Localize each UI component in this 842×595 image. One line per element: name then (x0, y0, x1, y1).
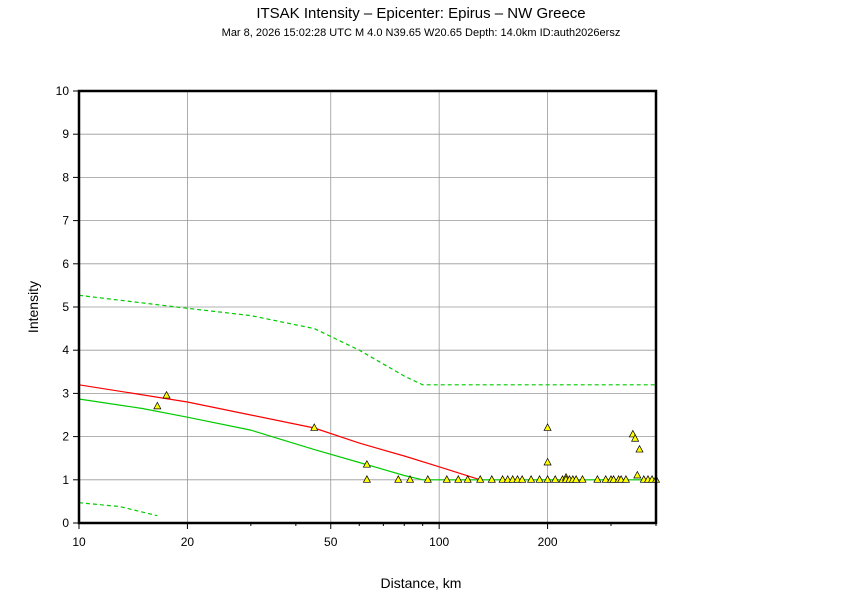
y-tick-label: 6 (62, 257, 69, 271)
intensity-marker (593, 475, 602, 483)
y-axis-label: Intensity (25, 281, 41, 333)
intensity-marker (635, 444, 644, 453)
intensity-marker (578, 475, 587, 483)
chart-subtitle: Mar 8, 2026 15:02:28 UTC M 4.0 N39.65 W2… (222, 27, 621, 39)
series-layer (78, 294, 656, 517)
solid-green-line (78, 398, 656, 481)
intensity-marker (423, 475, 432, 483)
y-tick-label: 1 (62, 473, 69, 487)
intensity-marker (551, 475, 560, 483)
intensity-marker (535, 475, 544, 483)
y-tick-label: 8 (62, 170, 69, 184)
tick-layer: 0 1 2 3 4 5 6 7 8 9 10 10 20 50 100 200 (56, 84, 657, 549)
intensity-marker (162, 390, 171, 399)
intensity-marker (508, 475, 517, 483)
intensity-marker (362, 459, 371, 468)
intensity-marker (527, 475, 536, 483)
intensity-marker (394, 475, 403, 483)
intensity-marker (617, 475, 626, 483)
y-tick-label: 10 (56, 84, 70, 98)
y-tick-label: 9 (62, 127, 69, 141)
intensity-marker (633, 470, 642, 479)
intensity-marker (572, 475, 581, 483)
intensity-marker (442, 475, 451, 483)
y-tick-label: 2 (62, 430, 69, 444)
x-tick-label: 200 (538, 535, 558, 549)
intensity-marker (362, 475, 371, 483)
marker-layer (153, 390, 661, 483)
x-tick-label: 50 (324, 535, 338, 549)
intensity-marker (153, 401, 162, 410)
intensity-marker (405, 475, 415, 483)
intensity-marker (609, 475, 618, 483)
intensity-marker (518, 475, 527, 483)
intensity-marker (543, 457, 552, 466)
intensity-marker (601, 475, 610, 483)
intensity-marker (487, 475, 496, 483)
intensity-marker (543, 423, 552, 431)
intensity-marker (631, 434, 640, 442)
intensity-marker (498, 475, 507, 483)
chart-title: ITSAK Intensity – Epicenter: Epirus – NW… (256, 5, 585, 22)
x-tick-label: 10 (72, 535, 86, 549)
y-tick-label: 3 (62, 386, 69, 400)
intensity-marker (454, 475, 463, 483)
dashed-green-upper-line (78, 294, 656, 386)
intensity-marker (503, 475, 512, 483)
y-tick-label: 0 (62, 516, 69, 530)
y-tick-label: 7 (62, 214, 69, 228)
x-tick-label: 20 (181, 535, 195, 549)
y-tick-label: 4 (62, 343, 69, 357)
intensity-marker (476, 475, 485, 483)
y-tick-label: 5 (62, 300, 69, 314)
intensity-marker (543, 475, 552, 483)
x-tick-label: 100 (429, 535, 449, 549)
solid-red-line (78, 384, 481, 481)
dashed-green-lower-line (78, 502, 158, 517)
grid-lines (78, 90, 656, 524)
intensity-marker (621, 475, 630, 483)
intensity-marker (463, 475, 472, 483)
x-axis-label: Distance, km (381, 575, 462, 591)
intensity-marker (310, 423, 319, 431)
